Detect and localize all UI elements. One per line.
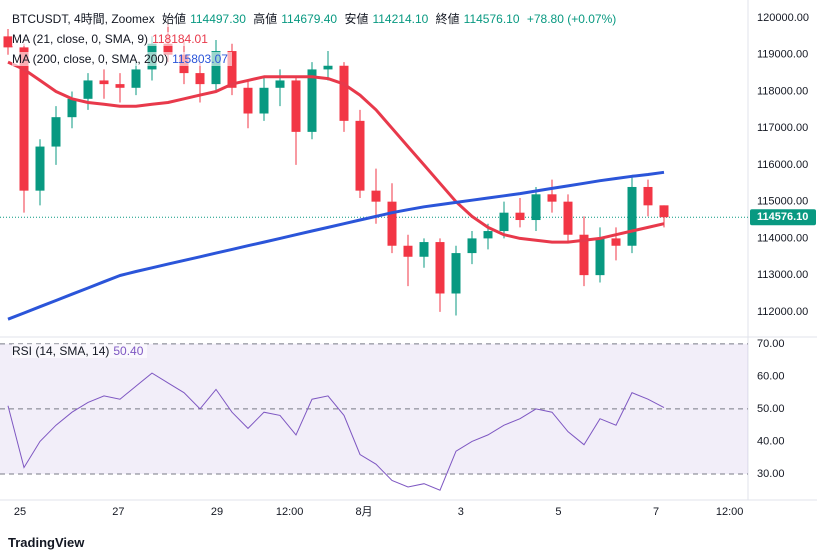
candle-body <box>291 80 301 132</box>
candle-body <box>3 36 13 48</box>
legend-name: MA (21, close, 0, SMA, 9) <box>12 32 149 46</box>
close: 114576.10 <box>463 12 520 26</box>
candle-body <box>547 194 557 202</box>
candle-body <box>323 65 333 70</box>
candle-body <box>531 194 541 221</box>
candle-body <box>83 80 93 99</box>
x-tick-label: 29 <box>211 506 223 518</box>
rsi-tick-label: 40.00 <box>757 435 785 447</box>
rsi-tick-label: 30.00 <box>757 468 785 480</box>
y-tick-label: 120000.00 <box>757 12 809 24</box>
y-tick-label: 119000.00 <box>757 49 808 61</box>
high-label: 高値 <box>253 12 278 26</box>
candle-body <box>483 231 493 239</box>
candle-body <box>355 120 365 191</box>
candle-body <box>307 69 317 132</box>
y-tick-label: 115000.00 <box>757 196 808 208</box>
open-label: 始値 <box>162 12 187 26</box>
y-tick-label: 116000.00 <box>757 159 808 171</box>
candle-body <box>435 242 445 294</box>
candle-body <box>115 84 125 88</box>
candle-body <box>595 238 605 276</box>
x-tick-label: 3 <box>458 506 464 518</box>
last-price-box <box>750 209 816 226</box>
ma-line <box>7 170 665 321</box>
candle-body <box>195 73 205 85</box>
candle-body <box>627 186 637 246</box>
y-tick-label: 118000.00 <box>757 85 808 97</box>
legend-value: 50.40 <box>113 344 144 358</box>
ma-line <box>7 60 665 244</box>
rsi-tick-label: 60.00 <box>757 370 785 382</box>
x-tick-label: 7 <box>653 506 659 518</box>
legend-name: MA (200, close, 0, SMA, 200) <box>12 52 169 66</box>
footer: TradingView <box>8 535 85 550</box>
last-price-label: 114576.10 <box>757 211 808 223</box>
rsi-tick-label: 50.00 <box>757 403 785 415</box>
candle-body <box>467 238 477 254</box>
x-tick-label: 12:00 <box>716 506 744 518</box>
candle-body <box>35 146 45 191</box>
y-tick-label: 113000.00 <box>757 269 808 281</box>
header: BTCUSDT, 4時間, Zoomex 始値 114497.30 高値 11467… <box>12 10 621 27</box>
legend-value: 115803.07 <box>172 52 228 66</box>
candle-body <box>611 238 621 246</box>
symbol: BTCUSDT, 4時間, Zoomex <box>12 12 155 26</box>
candle-body <box>227 51 237 88</box>
candle-body <box>419 242 429 257</box>
legend-name: RSI (14, SMA, 14) <box>12 344 110 358</box>
low: 114214.10 <box>372 12 429 26</box>
candle-body <box>163 43 173 55</box>
x-tick-label: 8月 <box>355 506 372 518</box>
candle-body <box>19 47 29 191</box>
candle-body <box>387 201 397 246</box>
change: +78.80 (+0.07%) <box>526 12 617 26</box>
rsi-tick-label: 70.00 <box>757 338 785 350</box>
x-tick-label: 12:00 <box>276 506 304 518</box>
candle-body <box>371 190 381 202</box>
x-tick-label: 25 <box>14 506 26 518</box>
low-label: 安値 <box>344 12 369 26</box>
candle-body <box>67 98 77 118</box>
candle-body <box>131 69 141 88</box>
high: 114679.40 <box>281 12 338 26</box>
x-tick-label: 27 <box>112 506 124 518</box>
legend-value: 118184.01 <box>152 32 208 46</box>
candle-body <box>499 212 509 232</box>
candle-body <box>275 80 285 88</box>
candle-body <box>451 253 461 294</box>
candle-body <box>339 65 349 121</box>
candle-body <box>403 245 413 257</box>
candle-body <box>51 117 61 147</box>
candle-body <box>579 234 589 276</box>
candle-body <box>643 186 653 206</box>
candle-body <box>659 205 669 218</box>
candle-body <box>563 201 573 235</box>
candle-body <box>211 51 221 85</box>
candle-body <box>515 212 525 221</box>
open: 114497.30 <box>190 12 246 26</box>
ma-legend: MA (21, close, 0, SMA, 9) 118184.01 <box>12 32 212 46</box>
candle-body <box>243 87 253 114</box>
x-tick-label: 5 <box>555 506 561 518</box>
rsi-legend: RSI (14, SMA, 14) 50.40 <box>12 344 148 358</box>
ma-legend: MA (200, close, 0, SMA, 200) 115803.07 <box>12 52 232 66</box>
y-tick-label: 117000.00 <box>757 122 808 134</box>
candle-body <box>259 87 269 114</box>
rsi-line <box>7 372 665 491</box>
close-label: 終値 <box>435 12 460 26</box>
candle-body <box>99 80 109 85</box>
y-tick-label: 114000.00 <box>757 232 808 244</box>
y-tick-label: 112000.00 <box>757 306 808 318</box>
